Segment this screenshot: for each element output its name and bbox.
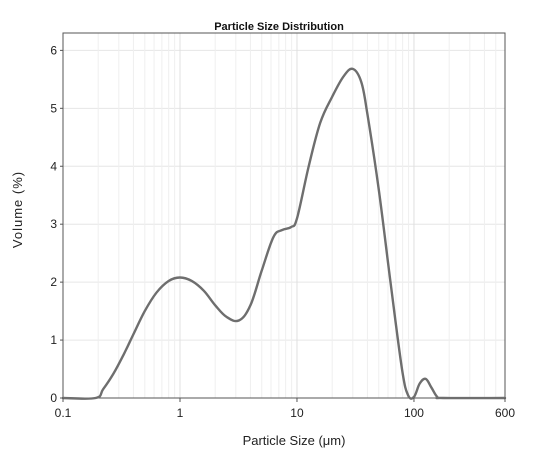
y-tick-label: 1 <box>50 333 57 347</box>
y-axis-title: Volume (%) <box>10 171 25 248</box>
series-layer <box>61 67 507 400</box>
distribution-curve <box>61 67 507 400</box>
y-tick-label: 2 <box>50 275 57 289</box>
x-tick-label: 10 <box>290 406 304 420</box>
x-tick-label: 0.1 <box>55 406 72 420</box>
y-tick-label: 6 <box>50 43 57 57</box>
grid-lines <box>62 33 506 399</box>
x-tick-label: 600 <box>495 406 515 420</box>
plot-frame <box>62 32 506 399</box>
x-axis-title: Particle Size (μm) <box>243 433 346 448</box>
x-tick-label: 100 <box>404 406 424 420</box>
y-tick-label: 3 <box>50 217 57 231</box>
y-tick-label: 5 <box>50 101 57 115</box>
y-tick-label: 4 <box>50 159 57 173</box>
y-tick-label: 0 <box>50 391 57 405</box>
y-tick-labels: 0 1 2 3 4 5 6 <box>50 43 63 405</box>
x-tick-labels: 0.1 1 10 100 600 <box>55 398 515 420</box>
chart-title: Particle Size Distribution <box>214 21 344 33</box>
x-tick-label: 1 <box>177 406 184 420</box>
